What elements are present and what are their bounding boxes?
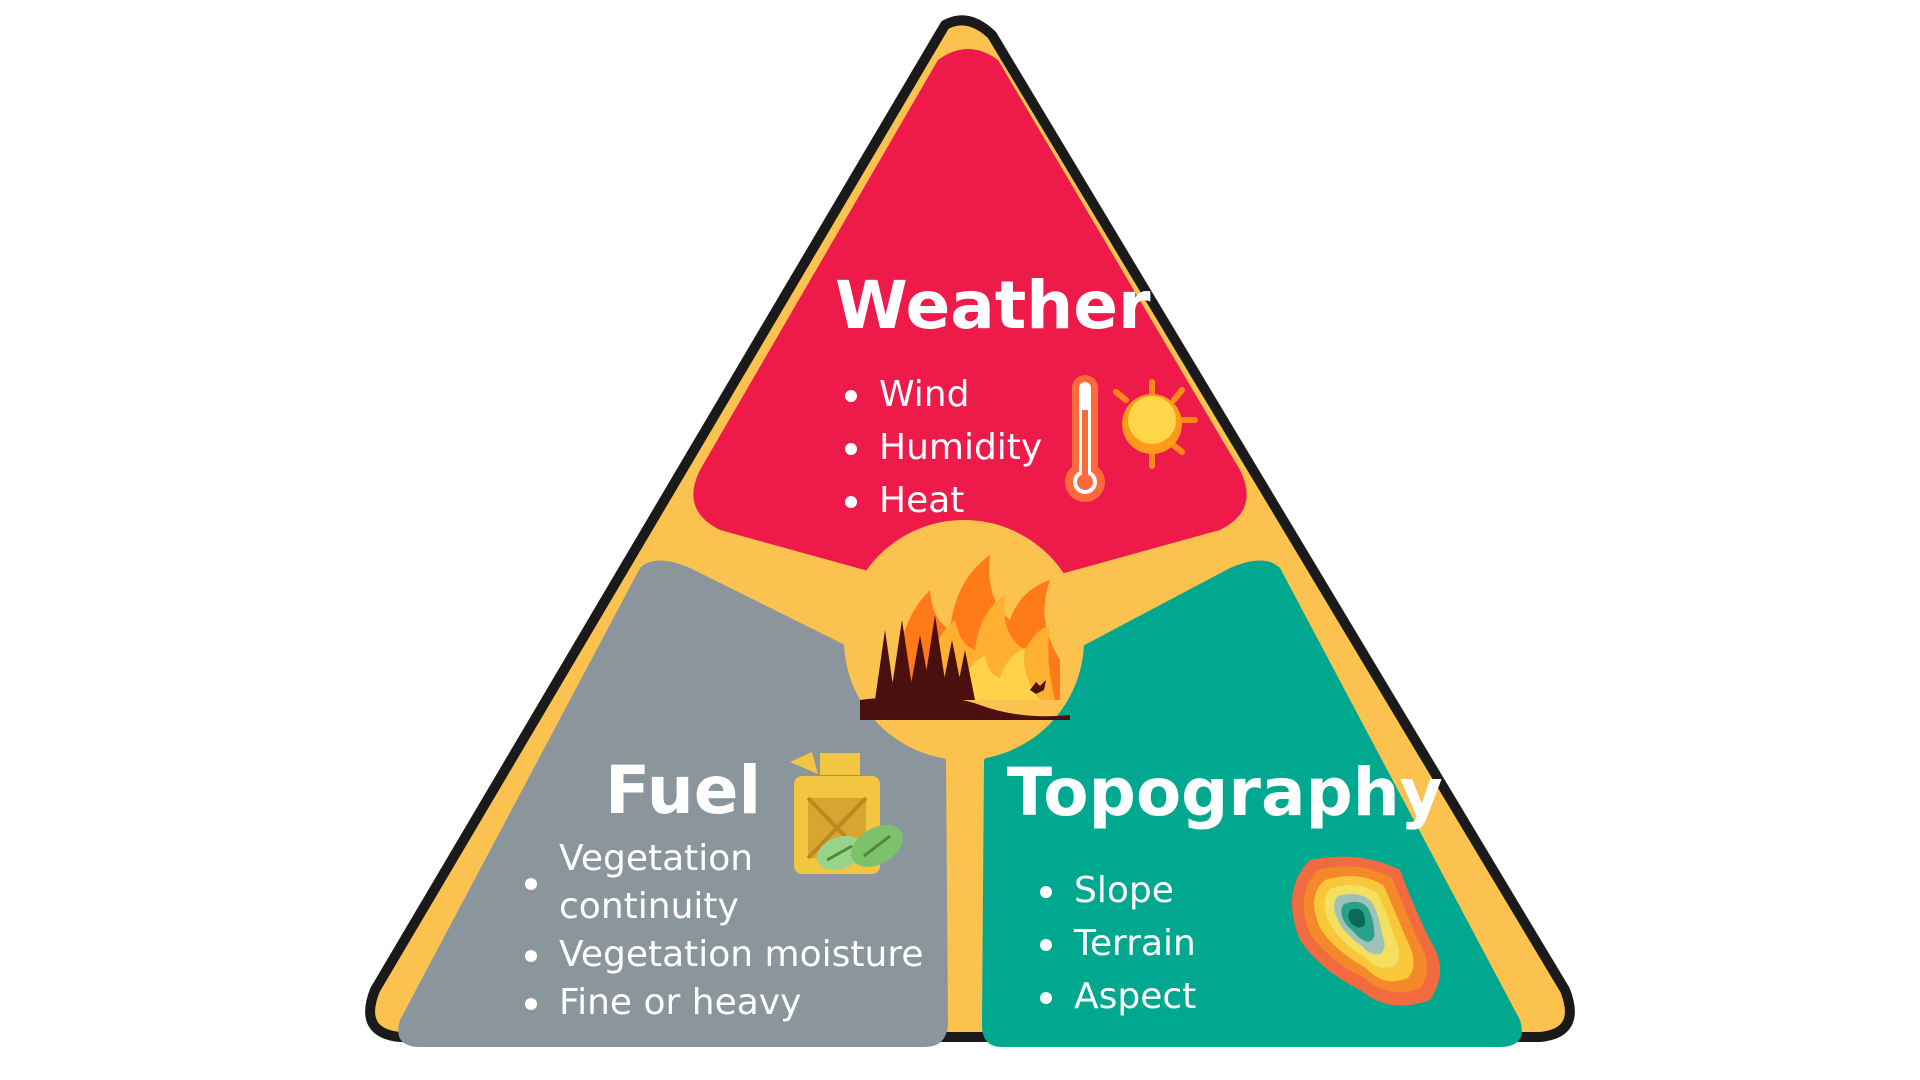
list-item: Vegetation continuity xyxy=(515,835,759,931)
list-item-text: Vegetation continuity xyxy=(559,838,754,927)
topography-factor-list: Slope Terrain Aspect xyxy=(1030,864,1196,1023)
contour-map-icon xyxy=(1292,856,1440,1006)
list-item: Terrain xyxy=(1030,917,1196,970)
list-item: Wind xyxy=(835,368,1042,421)
forest-fire-icon xyxy=(860,555,1070,720)
thermometer-sun-icon xyxy=(1065,375,1198,502)
fuel-factor-list: Vegetation continuity Vegetation moistur… xyxy=(515,835,924,1027)
list-item: Slope xyxy=(1030,864,1196,917)
weather-factor-list: Wind Humidity Heat xyxy=(835,368,1042,527)
weather-panel xyxy=(693,49,1247,588)
fuel-can-leaves-icon xyxy=(790,752,903,874)
list-item: Aspect xyxy=(1030,970,1196,1023)
weather-title: Weather xyxy=(835,267,1151,344)
list-item: Vegetation moisture xyxy=(515,931,924,979)
list-item: Fine or heavy xyxy=(515,979,924,1027)
fuel-title: Fuel xyxy=(605,752,762,829)
list-item: Humidity xyxy=(835,421,1042,474)
fuel-panel xyxy=(398,560,948,1047)
list-item: Heat xyxy=(835,474,1042,527)
topography-title: Topography xyxy=(1007,754,1443,831)
